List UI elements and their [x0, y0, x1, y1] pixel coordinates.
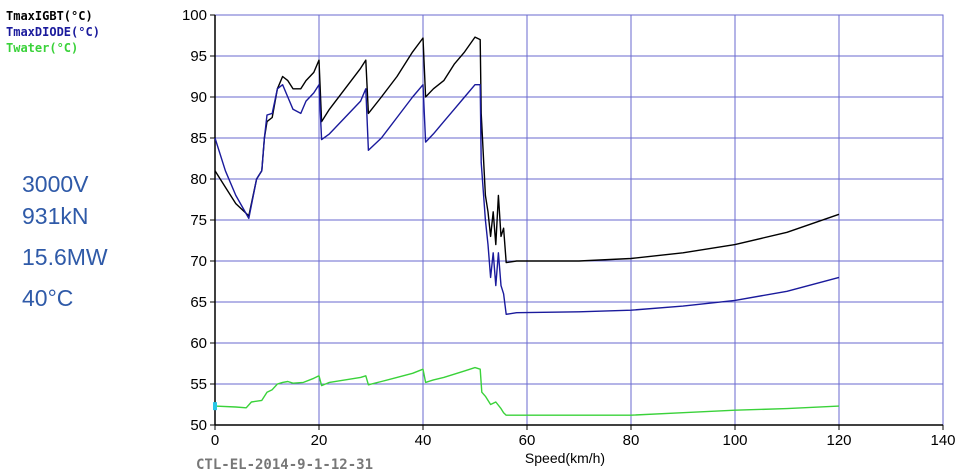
- legend-entry-water: Twater(°C): [6, 41, 78, 55]
- x-tick-label-20: 20: [311, 432, 328, 449]
- x-axis-label: Speed(km/h): [525, 450, 605, 466]
- y-tick-label-50: 50: [190, 417, 207, 434]
- x-tick-label-0: 0: [211, 432, 219, 449]
- annotation-power: 15.6MW: [22, 244, 108, 270]
- y-tick-label-90: 90: [190, 89, 207, 106]
- y-tick-label-65: 65: [190, 294, 207, 311]
- y-tick-label-70: 70: [190, 253, 207, 270]
- tick-labels: 0 20 40 60 80 100 120 140 50 55 60 65 70 75 80 85 90 95 10…: [182, 7, 956, 449]
- x-tick-label-100: 100: [722, 432, 747, 449]
- y-tick-label-80: 80: [190, 171, 207, 188]
- x-tick-label-60: 60: [519, 432, 536, 449]
- annotation-voltage: 3000V: [22, 171, 89, 197]
- start-marker: [213, 402, 217, 411]
- y-tick-label-85: 85: [190, 130, 207, 147]
- y-tick-label-100: 100: [182, 7, 207, 24]
- series-line-diode: [214, 83, 840, 315]
- legend-entry-diode: TmaxDIODE(°C): [6, 25, 100, 39]
- legend-entry-igbt: TmaxIGBT(°C): [6, 9, 93, 23]
- annotation-temperature: 40°C: [22, 285, 73, 311]
- x-tick-label-140: 140: [930, 432, 955, 449]
- x-tick-label-40: 40: [415, 432, 432, 449]
- x-tick-label-80: 80: [623, 432, 640, 449]
- y-tick-label-55: 55: [190, 376, 207, 393]
- series-line-water: [214, 366, 840, 416]
- series-start-marker: [213, 402, 217, 411]
- x-tick-label-120: 120: [826, 432, 851, 449]
- annotation-force: 931kN: [22, 203, 88, 229]
- footer-id: CTL-EL-2014-9-1-12-31: [196, 457, 373, 472]
- y-tick-label-75: 75: [190, 212, 207, 229]
- y-tick-label-60: 60: [190, 335, 207, 352]
- series-lines: [214, 36, 840, 416]
- y-tick-label-95: 95: [190, 48, 207, 65]
